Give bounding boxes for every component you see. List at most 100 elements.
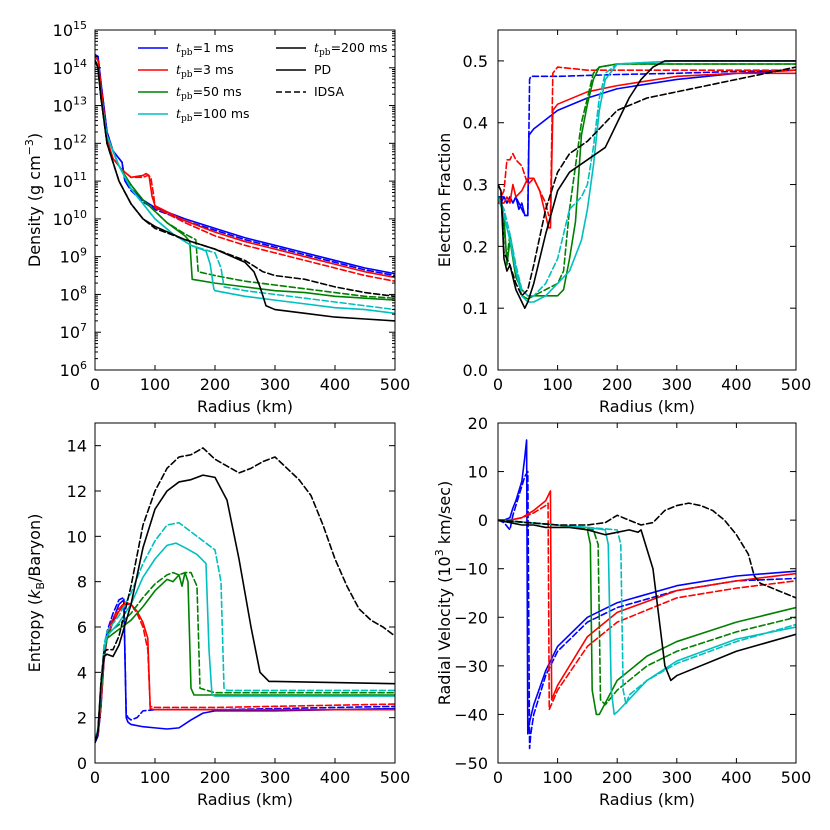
radial-velocity-xtick-label: 200 (602, 768, 633, 787)
radial-velocity-tpb_200-dashed-line (498, 502, 796, 599)
entropy-xlabel: Radius (km) (197, 790, 293, 809)
electron-fraction-xtick-label: 200 (602, 375, 633, 394)
electron-fraction-xtick-label: 300 (662, 375, 693, 394)
radial-velocity-ytick-label: 0 (478, 511, 488, 530)
electron-fraction-tpb_100-dashed-line (498, 60, 796, 297)
density-xtick-label: 0 (90, 375, 100, 394)
density-ytick-label: 106 (60, 359, 87, 380)
density-ytick-label: 1011 (53, 170, 87, 191)
electron-fraction-tpb_200-solid-line (498, 60, 796, 309)
electron-fraction-ytick-label: 0.3 (463, 176, 488, 195)
entropy-xtick-label: 400 (320, 768, 351, 787)
electron-fraction-ytick-label: 0.5 (463, 52, 488, 71)
radial-velocity-xtick-label: 400 (721, 768, 752, 787)
density-tpb_100-solid-line (95, 59, 395, 315)
radial-velocity-tpb_200-solid-line (498, 519, 796, 682)
entropy-tpb_50-dashed-line (95, 571, 395, 742)
entropy-ytick-label: 8 (77, 573, 87, 592)
entropy-tpb_1-solid-line (95, 599, 395, 744)
density-xtick-label: 100 (140, 375, 171, 394)
entropy-xtick-label: 100 (140, 768, 171, 787)
electron-fraction-tpb_3-dashed-line (498, 66, 796, 217)
density-axes-frame (94, 29, 396, 371)
density-tpb_3-solid-line (95, 55, 395, 279)
radial-velocity-tpb_1-solid-line (498, 439, 796, 735)
entropy-xtick-label: 300 (260, 768, 291, 787)
entropy-ytick-label: 14 (67, 437, 87, 456)
radial-velocity-xtick-label: 0 (493, 768, 503, 787)
electron-fraction-panel: 0 100 200 300 400 500 0.0 0.1 0.2 0.3 0.4 0.5 Radius… (435, 29, 812, 416)
radial-velocity-tpb_1-dashed-line (498, 470, 796, 750)
entropy-tpb_50-solid-line (95, 571, 395, 742)
density-xtick-label: 400 (320, 375, 351, 394)
electron-fraction-ytick-label: 0.0 (463, 361, 488, 380)
density-ytick-label: 1010 (53, 208, 87, 229)
radial-velocity-xtick-label: 500 (781, 768, 812, 787)
entropy-panel: 0 100 200 300 400 500 0 2 4 6 8 10 12 14 Radius (km) En… (25, 422, 411, 809)
entropy-series-group (95, 447, 395, 744)
entropy-tpb_3-solid-line (95, 603, 395, 742)
radial-velocity-ytick-label: 10 (468, 463, 488, 482)
electron-fraction-series-group (498, 60, 796, 309)
entropy-axes-frame (94, 422, 396, 764)
density-xtick-label: 200 (200, 375, 231, 394)
legend-label-tpb_1: tpb=1 ms (176, 40, 234, 58)
legend-label-tpb_3: tpb=3 ms (176, 62, 234, 80)
radial-velocity-ytick-label: −30 (454, 657, 488, 676)
legend-label-tpb_100: tpb=100 ms (176, 106, 250, 124)
entropy-tpb_200-solid-line (95, 474, 395, 744)
entropy-xtick-label: 200 (200, 768, 231, 787)
density-ytick-label: 1012 (53, 132, 87, 153)
radial-velocity-axes-frame (497, 422, 797, 764)
entropy-xtick-label: 500 (380, 768, 411, 787)
radial-velocity-xtick-label: 100 (542, 768, 573, 787)
legend-label-idsa: IDSA (314, 84, 344, 99)
entropy-xtick-label: 0 (90, 768, 100, 787)
density-ytick-label: 1013 (53, 95, 87, 116)
radial-velocity-panel: 0 100 200 300 400 500 −50 −40 −30 −20 −10 0 10 20 Radi… (433, 414, 811, 809)
entropy-ytick-label: 2 (77, 709, 87, 728)
density-xlabel: Radius (km) (197, 397, 293, 416)
radial-velocity-tpb_3-dashed-line (498, 502, 796, 711)
electron-fraction-xtick-label: 0 (493, 375, 503, 394)
electron-fraction-tpb_3-solid-line (498, 72, 796, 229)
legend: tpb=1 ms tpb=3 ms tpb=50 ms tpb=100 ms tpb=2… (138, 40, 388, 124)
density-ylabel: Density (g cm−3) (23, 133, 44, 267)
legend-label-pd: PD (314, 62, 331, 77)
electron-fraction-tpb_50-solid-line (498, 63, 796, 300)
entropy-ytick-label: 0 (77, 754, 87, 773)
electron-fraction-tpb_100-solid-line (498, 60, 796, 303)
density-tpb_100-dashed-line (95, 59, 395, 311)
radial-velocity-ytick-label: −50 (454, 754, 488, 773)
density-tpb_1-dashed-line (95, 53, 395, 277)
electron-fraction-ylabel: Electron Fraction (435, 133, 454, 268)
electron-fraction-tpb_200-dashed-line (498, 66, 796, 297)
electron-fraction-ytick-label: 0.4 (463, 114, 488, 133)
density-series-group (95, 53, 395, 322)
density-ytick-label: 1015 (53, 19, 87, 40)
density-xtick-label: 300 (260, 375, 291, 394)
entropy-ytick-label: 4 (77, 663, 87, 682)
electron-fraction-ytick-label: 0.1 (463, 299, 488, 318)
radial-velocity-ytick-label: −10 (454, 560, 488, 579)
density-tpb_200-dashed-line (95, 59, 395, 298)
radial-velocity-ytick-label: 20 (468, 414, 488, 433)
electron-fraction-axes-frame (497, 29, 797, 371)
electron-fraction-tpb_1-dashed-line (498, 69, 796, 217)
density-ytick-label: 107 (60, 321, 87, 342)
entropy-tpb_100-dashed-line (95, 521, 395, 742)
electron-fraction-xtick-label: 100 (542, 375, 573, 394)
electron-fraction-xtick-label: 500 (781, 375, 812, 394)
radial-velocity-xtick-label: 300 (662, 768, 693, 787)
density-panel: 0 100 200 300 400 500 106 107 108 109 1010 1011 1012… (23, 19, 410, 416)
entropy-ylabel: Entropy (kB/Baryon) (25, 514, 47, 673)
entropy-ytick-label: 12 (67, 482, 87, 501)
electron-fraction-xlabel: Radius (km) (599, 397, 695, 416)
legend-label-tpb_50: tpb=50 ms (176, 84, 242, 102)
radial-velocity-tpb_3-solid-line (498, 490, 796, 701)
entropy-ytick-label: 10 (67, 527, 87, 546)
legend-label-tpb_200: tpb=200 ms (314, 40, 388, 58)
density-ytick-label: 1014 (53, 57, 87, 78)
radial-velocity-ytick-label: −40 (454, 705, 488, 724)
